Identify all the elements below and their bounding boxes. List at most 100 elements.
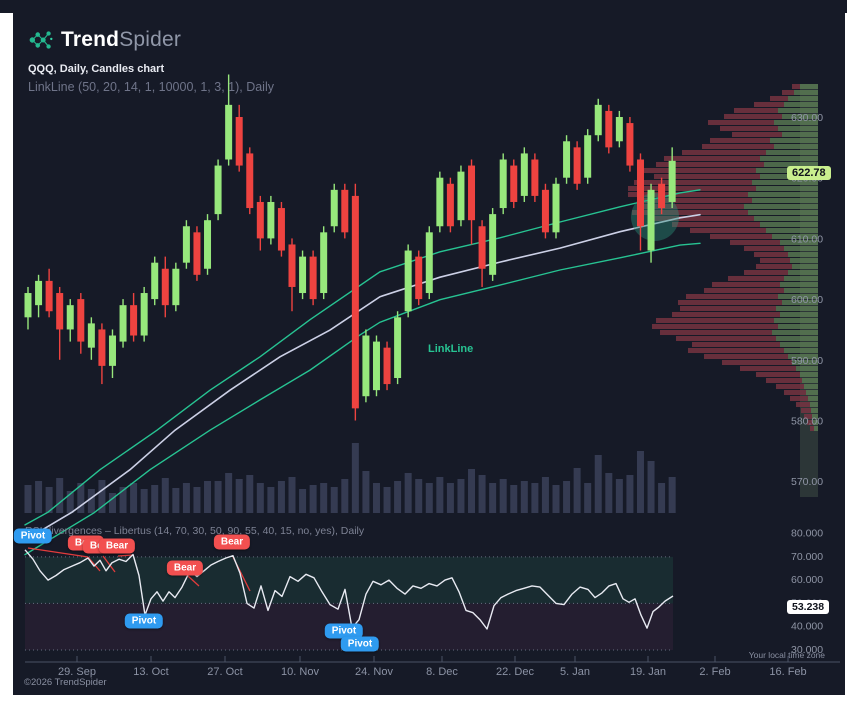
linkline-curve-label[interactable]: LinkLine <box>428 343 474 355</box>
profile-row-green <box>774 144 818 149</box>
date-tick-label: 13. Oct <box>133 666 168 678</box>
candle[interactable] <box>204 220 212 269</box>
pivot-signal-badge[interactable]: Pivot <box>324 623 364 639</box>
candle[interactable] <box>267 201 275 239</box>
candle[interactable] <box>87 323 95 348</box>
bear-signal-badge[interactable]: Bear <box>166 560 204 576</box>
candle[interactable] <box>151 262 159 300</box>
candle[interactable] <box>605 110 613 148</box>
candle[interactable] <box>362 335 370 397</box>
candle[interactable] <box>214 165 222 215</box>
candle[interactable] <box>478 226 486 269</box>
profile-row-green <box>806 390 818 395</box>
candle[interactable] <box>404 250 412 312</box>
candle[interactable] <box>45 280 53 312</box>
candle[interactable] <box>193 232 201 275</box>
volume-bar <box>130 483 138 513</box>
candle[interactable] <box>489 214 497 275</box>
candle[interactable] <box>594 104 602 136</box>
candle[interactable] <box>119 305 127 342</box>
pivot-signal-badge[interactable]: Pivot <box>124 613 164 629</box>
candle[interactable] <box>372 341 380 391</box>
volume-bar <box>246 475 254 513</box>
candle[interactable] <box>584 135 592 178</box>
candle[interactable] <box>256 201 264 239</box>
profile-row-red <box>790 396 808 401</box>
candle[interactable] <box>626 123 634 166</box>
bear-signal-badge[interactable]: Bear <box>98 538 136 554</box>
candle[interactable] <box>668 160 676 202</box>
candle[interactable] <box>394 317 402 379</box>
candle[interactable] <box>320 232 328 294</box>
candle[interactable] <box>531 159 539 196</box>
profile-row-green <box>772 330 818 335</box>
candle[interactable] <box>172 268 180 306</box>
profile-row-red <box>754 102 784 107</box>
volume-bar <box>193 487 201 513</box>
profile-row-red <box>740 366 796 371</box>
volume-bar <box>288 477 296 513</box>
candle[interactable] <box>541 189 549 233</box>
candle[interactable] <box>647 189 655 251</box>
candle[interactable] <box>341 189 349 233</box>
candle[interactable] <box>24 293 32 318</box>
profile-row-red <box>676 336 776 341</box>
candle[interactable] <box>140 293 148 336</box>
profile-row-green <box>752 198 818 203</box>
profile-row-red <box>688 348 784 353</box>
chart-canvas[interactable]: 29. Sep 13. Oct 27. Oct 10. Nov 24. Nov 8. De… <box>13 13 845 695</box>
candle[interactable] <box>383 347 391 385</box>
volume-bar <box>45 487 53 513</box>
candle[interactable] <box>98 329 106 366</box>
window-top-strip <box>0 0 847 13</box>
candle[interactable] <box>225 104 233 160</box>
candles[interactable] <box>24 74 676 421</box>
divergence-line <box>117 554 134 557</box>
candle[interactable] <box>615 117 623 142</box>
profile-row-red <box>732 132 782 137</box>
candle[interactable] <box>299 256 307 294</box>
candle[interactable] <box>277 208 285 251</box>
candle[interactable] <box>415 256 423 300</box>
price-tick-label: 580.00 <box>791 416 823 428</box>
candle[interactable] <box>425 232 433 294</box>
candle[interactable] <box>573 147 581 184</box>
candle[interactable] <box>130 305 138 336</box>
timezone-note[interactable]: Your local time zone <box>748 650 825 660</box>
bear-signal-badge[interactable]: Bear <box>213 534 251 550</box>
candle[interactable] <box>499 159 507 209</box>
candle[interactable] <box>330 189 338 227</box>
date-axis[interactable]: 29. Sep 13. Oct 27. Oct 10. Nov 24. Nov 8. De… <box>25 656 840 678</box>
brand-wordmark[interactable]: TrendSpider <box>61 28 181 52</box>
candle[interactable] <box>351 195 359 409</box>
indicator-title[interactable]: LinkLine (50, 20, 14, 1, 10000, 1, 3, 1)… <box>28 80 274 94</box>
candle[interactable] <box>77 299 85 342</box>
candle[interactable] <box>658 183 666 209</box>
candle[interactable] <box>468 165 476 221</box>
candle[interactable] <box>563 141 571 178</box>
candle[interactable] <box>309 256 317 300</box>
candle[interactable] <box>446 183 454 227</box>
candle[interactable] <box>108 335 116 366</box>
candle[interactable] <box>161 268 169 306</box>
candle[interactable] <box>66 305 74 330</box>
candle[interactable] <box>520 153 528 196</box>
pivot-signal-badge[interactable]: Pivot <box>13 528 53 544</box>
candle[interactable] <box>288 244 296 287</box>
candle[interactable] <box>246 153 254 209</box>
candle[interactable] <box>56 293 64 330</box>
date-tick-label: 27. Oct <box>207 666 242 678</box>
candle[interactable] <box>35 280 43 306</box>
candle[interactable] <box>457 171 465 221</box>
candle[interactable] <box>235 117 243 166</box>
candle[interactable] <box>552 183 560 233</box>
pivot-signal-badge[interactable]: Pivot <box>340 636 380 652</box>
candle[interactable] <box>436 177 444 227</box>
rsi-panel-title[interactable]: RSI divergences – Libertus (14, 70, 30, … <box>25 525 365 537</box>
profile-row-red <box>730 240 780 245</box>
volume-bar <box>235 479 243 513</box>
candle[interactable] <box>636 159 644 227</box>
candle[interactable] <box>510 165 518 202</box>
candle[interactable] <box>182 226 190 263</box>
